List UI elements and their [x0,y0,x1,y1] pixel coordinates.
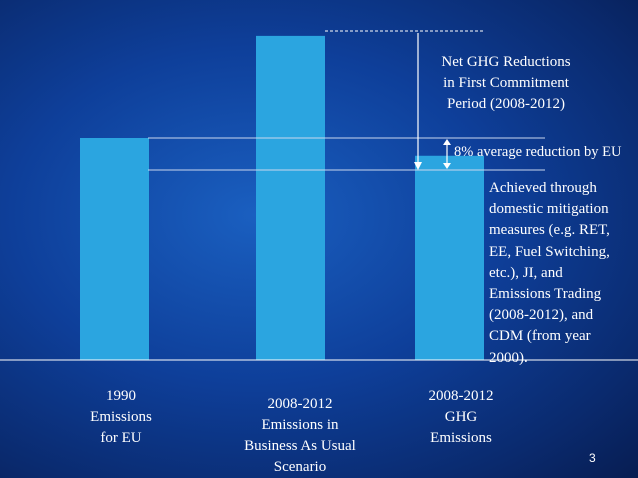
page-number: 3 [589,451,596,465]
net-reduction-arrowhead [414,162,422,170]
achieved-through-label: Achieved through domestic mitigation mea… [489,180,610,366]
bar-ghg-emissions [415,155,484,360]
net-reduction-label: Net GHG Reductions in First Commitment P… [441,54,571,112]
bar-bau-emissions [256,35,325,360]
eu-reduction-arrowhead-up [443,139,451,145]
eu-reduction-arrowhead-down [443,163,451,169]
category-label-ghg: 2008-2012 GHG Emissions [428,388,494,446]
bar-1990-emissions [80,138,149,360]
eu-reduction-label: 8% average reduction by EU [454,144,622,160]
category-label-bau: 2008-2012 Emissions in Business As Usual… [244,396,356,475]
category-label-1990: 1990 Emissions for EU [90,388,152,446]
